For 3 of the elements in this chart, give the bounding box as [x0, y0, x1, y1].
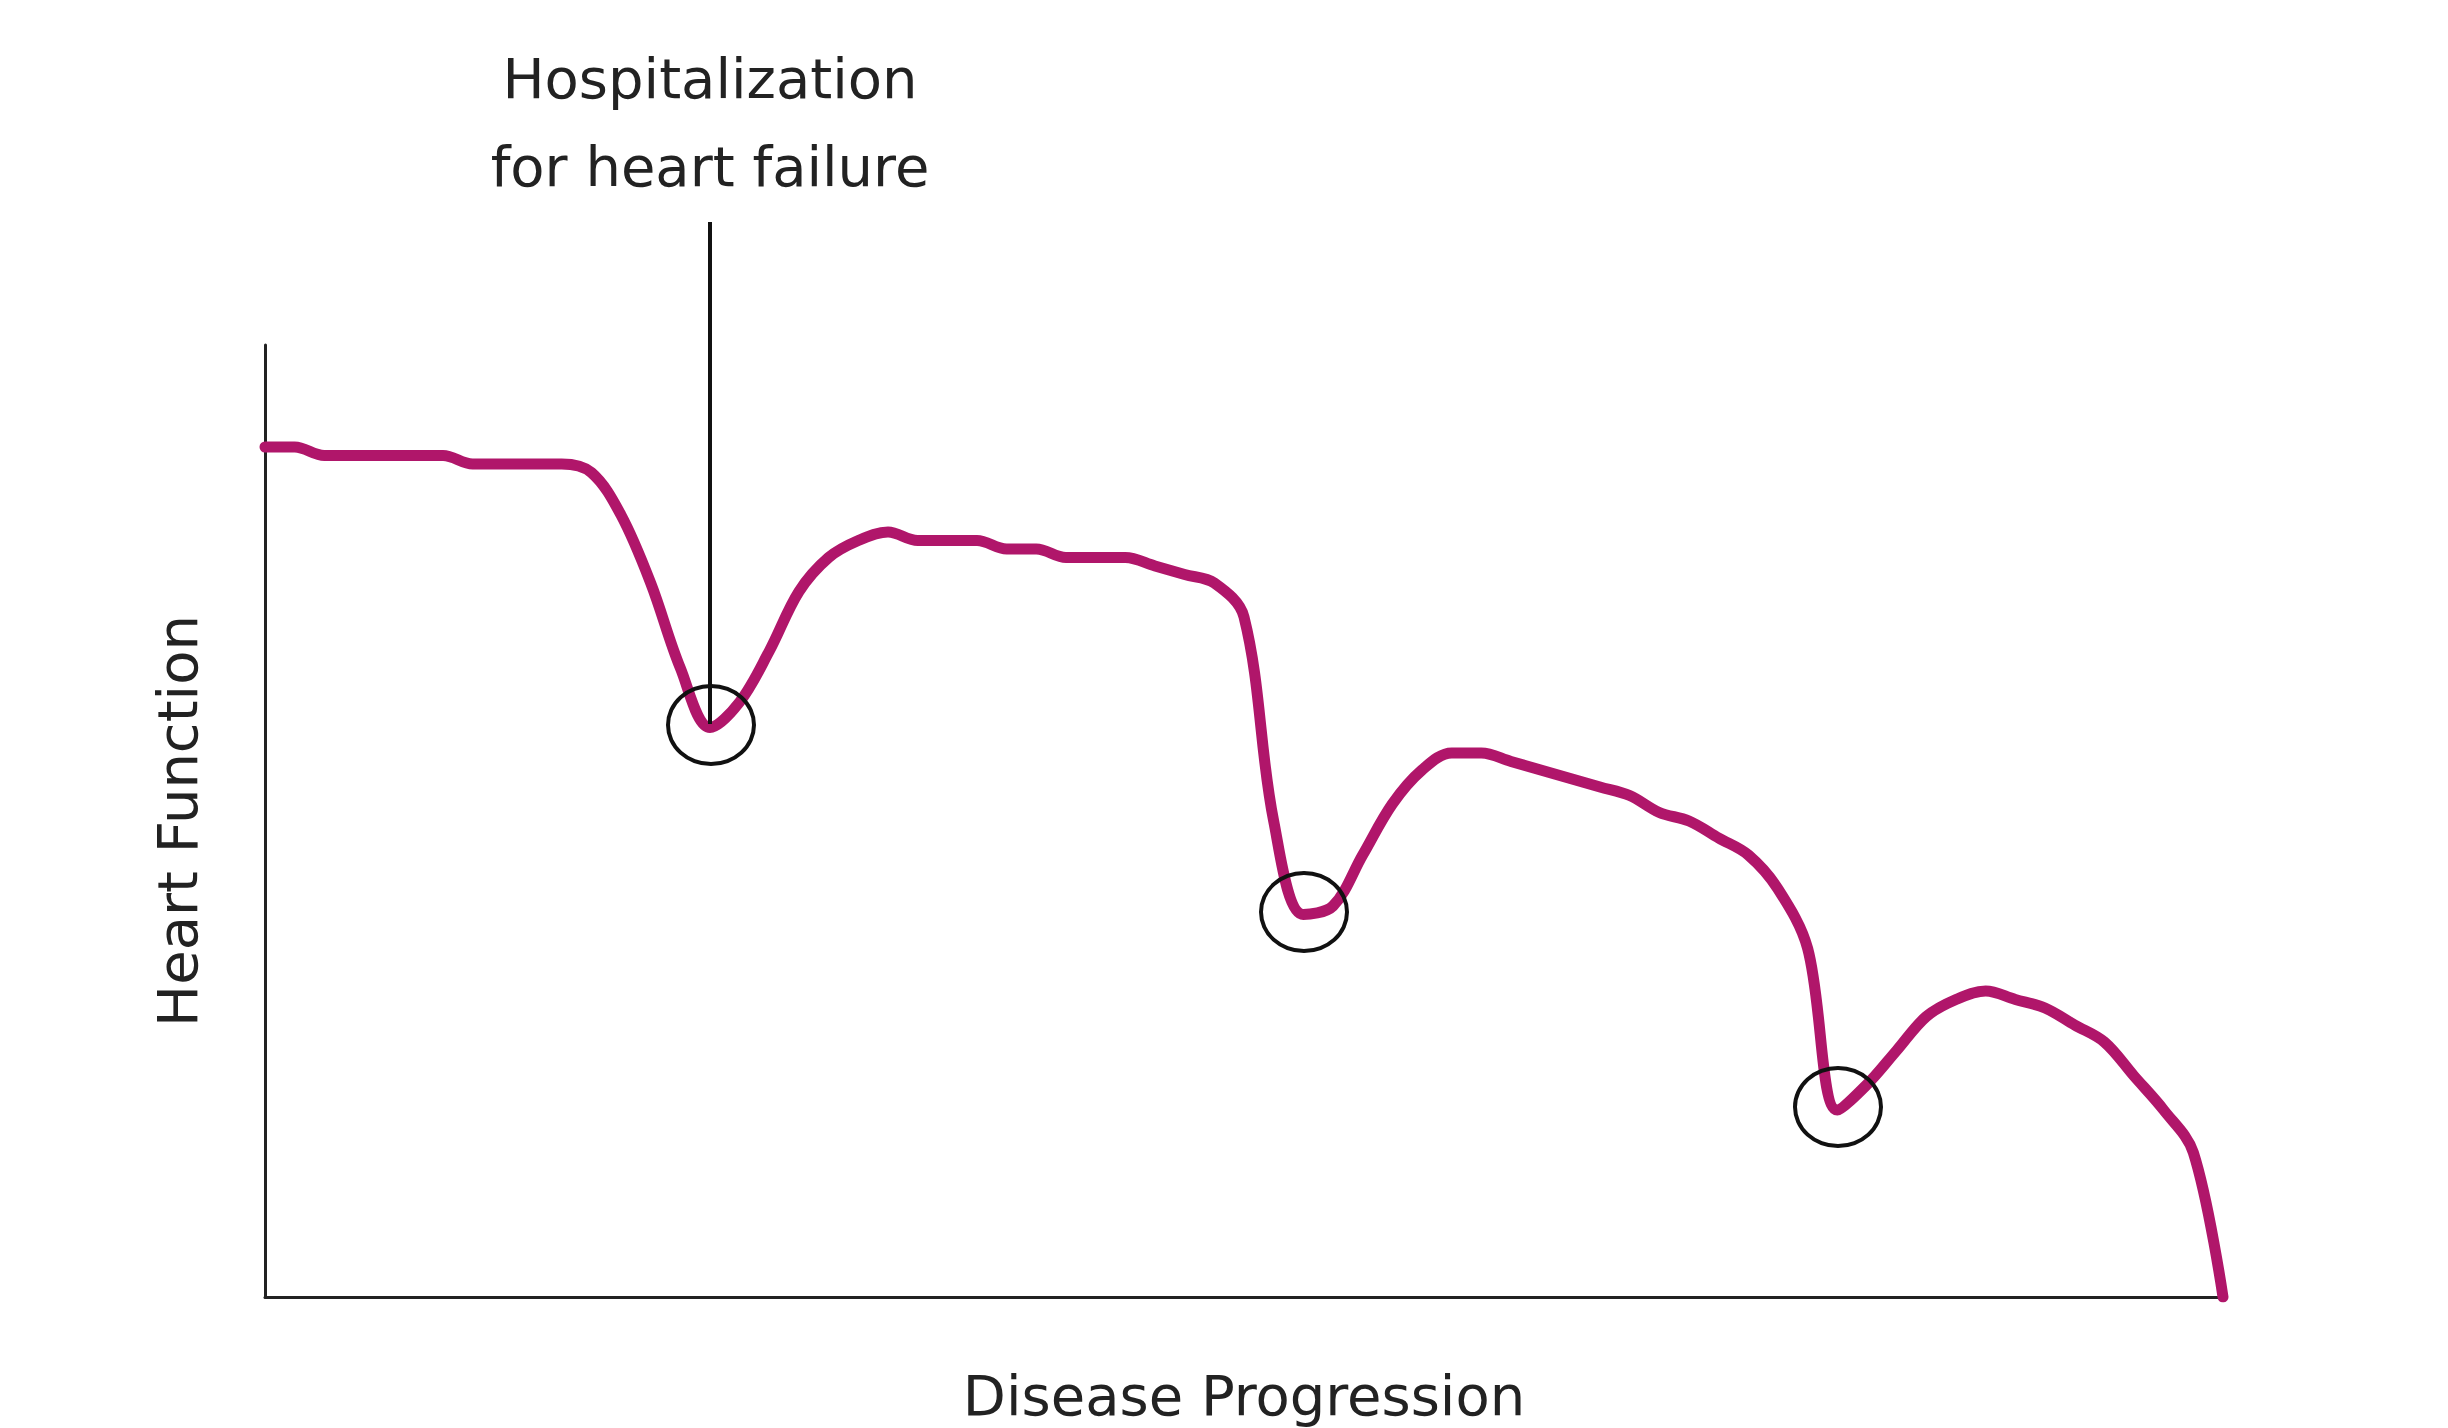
text: Hospitalization for heart failure: [489, 45, 931, 201]
x-axis-title: Disease Progression: [962, 1362, 1526, 1428]
y-axis-title: Heart Function: [144, 615, 210, 1027]
